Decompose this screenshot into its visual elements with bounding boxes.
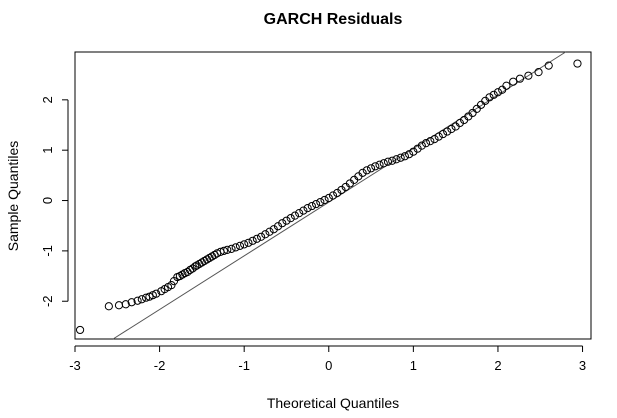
data-point	[191, 262, 200, 271]
data-point	[544, 61, 553, 70]
data-point	[409, 147, 418, 156]
x-tick-label: 3	[579, 358, 586, 373]
data-point	[290, 211, 300, 220]
data-point	[392, 155, 401, 164]
data-point	[299, 206, 308, 215]
chart-title: GARCH Residuals	[264, 11, 403, 28]
data-point	[400, 152, 410, 161]
data-point	[493, 88, 503, 97]
data-points	[75, 59, 582, 335]
data-point	[227, 244, 236, 253]
y-tick-label: 1	[40, 147, 55, 154]
data-point	[534, 68, 543, 77]
data-point	[219, 246, 228, 255]
data-point	[328, 191, 338, 200]
data-point	[438, 129, 448, 139]
x-tick-label: -2	[154, 358, 166, 373]
data-point	[252, 234, 261, 243]
data-point	[358, 168, 367, 177]
data-point	[476, 100, 486, 109]
y-tick-label: -2	[40, 295, 55, 307]
x-tick-label: 1	[410, 358, 417, 373]
data-point	[426, 137, 435, 146]
x-axis-label: Theoretical Quantiles	[267, 395, 399, 411]
data-point	[388, 156, 397, 165]
data-point	[127, 298, 136, 307]
data-point	[573, 59, 582, 68]
data-point	[114, 301, 124, 310]
data-point	[324, 193, 333, 203]
data-point	[337, 185, 346, 195]
y-tick-label: -1	[40, 245, 55, 257]
data-point	[104, 302, 113, 311]
data-point	[286, 214, 295, 223]
data-point	[502, 81, 511, 90]
data-point	[265, 227, 274, 236]
x-tick-label: 2	[494, 358, 501, 373]
data-point	[421, 139, 431, 148]
data-point	[295, 209, 304, 218]
data-point	[417, 141, 426, 150]
data-point	[333, 188, 342, 198]
data-point	[303, 203, 312, 213]
data-point	[375, 160, 384, 169]
data-point	[485, 93, 494, 102]
y-axis: -2 -1 0 1 2	[40, 96, 69, 307]
data-point	[133, 296, 142, 305]
data-point	[273, 222, 283, 231]
data-point	[366, 164, 376, 173]
data-point	[362, 166, 371, 175]
data-point	[455, 118, 464, 128]
data-point	[430, 135, 439, 144]
data-point	[240, 240, 249, 249]
data-point	[235, 241, 245, 250]
data-point	[244, 238, 253, 247]
data-point	[405, 150, 414, 159]
x-tick-label: -1	[238, 358, 250, 373]
data-point	[282, 216, 291, 225]
data-point	[371, 162, 380, 171]
data-point	[188, 264, 197, 273]
data-point	[396, 153, 405, 162]
data-point	[379, 159, 388, 168]
plot-frame	[74, 51, 592, 340]
data-point	[269, 225, 278, 234]
data-point	[167, 281, 176, 290]
x-tick-label: -3	[69, 358, 81, 373]
data-point	[121, 300, 130, 309]
data-point	[307, 201, 316, 211]
data-point	[434, 132, 443, 141]
data-point	[447, 124, 456, 134]
data-point	[489, 90, 498, 99]
data-point	[320, 195, 329, 205]
y-tick-label: 2	[40, 96, 55, 103]
data-point	[223, 245, 232, 254]
data-point	[256, 232, 266, 241]
data-point	[311, 199, 321, 209]
y-axis-label: Sample Quantiles	[5, 141, 21, 252]
data-point	[137, 295, 146, 304]
data-point	[524, 71, 533, 80]
data-point	[515, 74, 525, 83]
data-point	[316, 197, 325, 207]
data-point	[261, 230, 270, 239]
y-tick-label: 0	[40, 197, 55, 204]
data-point	[231, 243, 240, 252]
x-tick-label: 0	[325, 358, 332, 373]
x-axis: -3 -2 -1 0 1 2 3	[69, 345, 586, 373]
data-point	[509, 77, 518, 86]
data-point	[443, 127, 452, 136]
data-point	[248, 236, 257, 245]
data-point	[152, 289, 161, 298]
data-point	[278, 219, 287, 228]
data-point	[413, 144, 422, 153]
data-point	[383, 157, 393, 166]
data-point	[75, 325, 85, 335]
